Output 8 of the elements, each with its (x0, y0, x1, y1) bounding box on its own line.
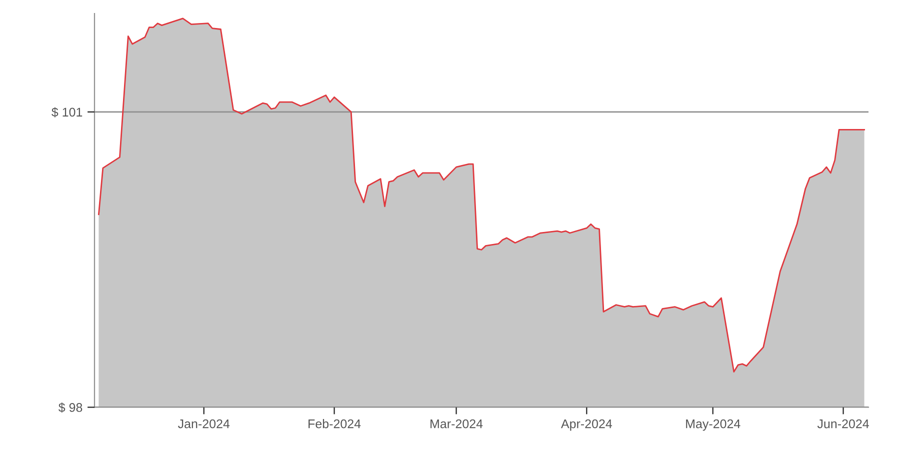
x-tick-label: Apr-2024 (560, 419, 612, 431)
x-tick-label: Jan-2024 (178, 419, 230, 428)
x-tick-label: Feb-2024 (308, 419, 361, 428)
x-tick-label: Jun-2024 (817, 419, 869, 428)
x-tick-label: May-2024 (686, 419, 740, 431)
y-tick-label: $ 101 (52, 107, 82, 118)
y-tick-label: $ 98 (58, 402, 82, 413)
x-tick-label: Mar-2024 (430, 419, 483, 428)
